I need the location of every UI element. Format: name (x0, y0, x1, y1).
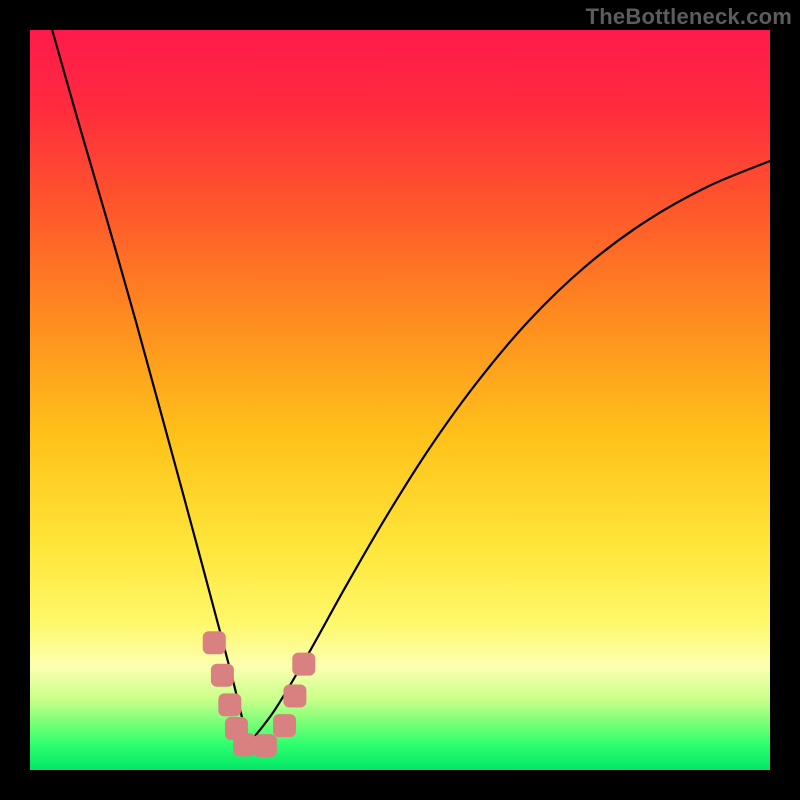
highlight-dot-2 (218, 693, 241, 716)
plot-background (30, 30, 770, 770)
highlight-dot-1 (211, 664, 234, 687)
bottleneck-chart (0, 0, 800, 800)
chart-canvas: TheBottleneck.com (0, 0, 800, 800)
highlight-dot-4 (233, 733, 256, 756)
highlight-dot-0 (203, 631, 226, 654)
highlight-dot-7 (283, 685, 306, 708)
watermark-text: TheBottleneck.com (586, 4, 792, 30)
highlight-dot-8 (292, 653, 315, 676)
highlight-dot-5 (254, 734, 277, 757)
highlight-dot-6 (273, 714, 296, 737)
